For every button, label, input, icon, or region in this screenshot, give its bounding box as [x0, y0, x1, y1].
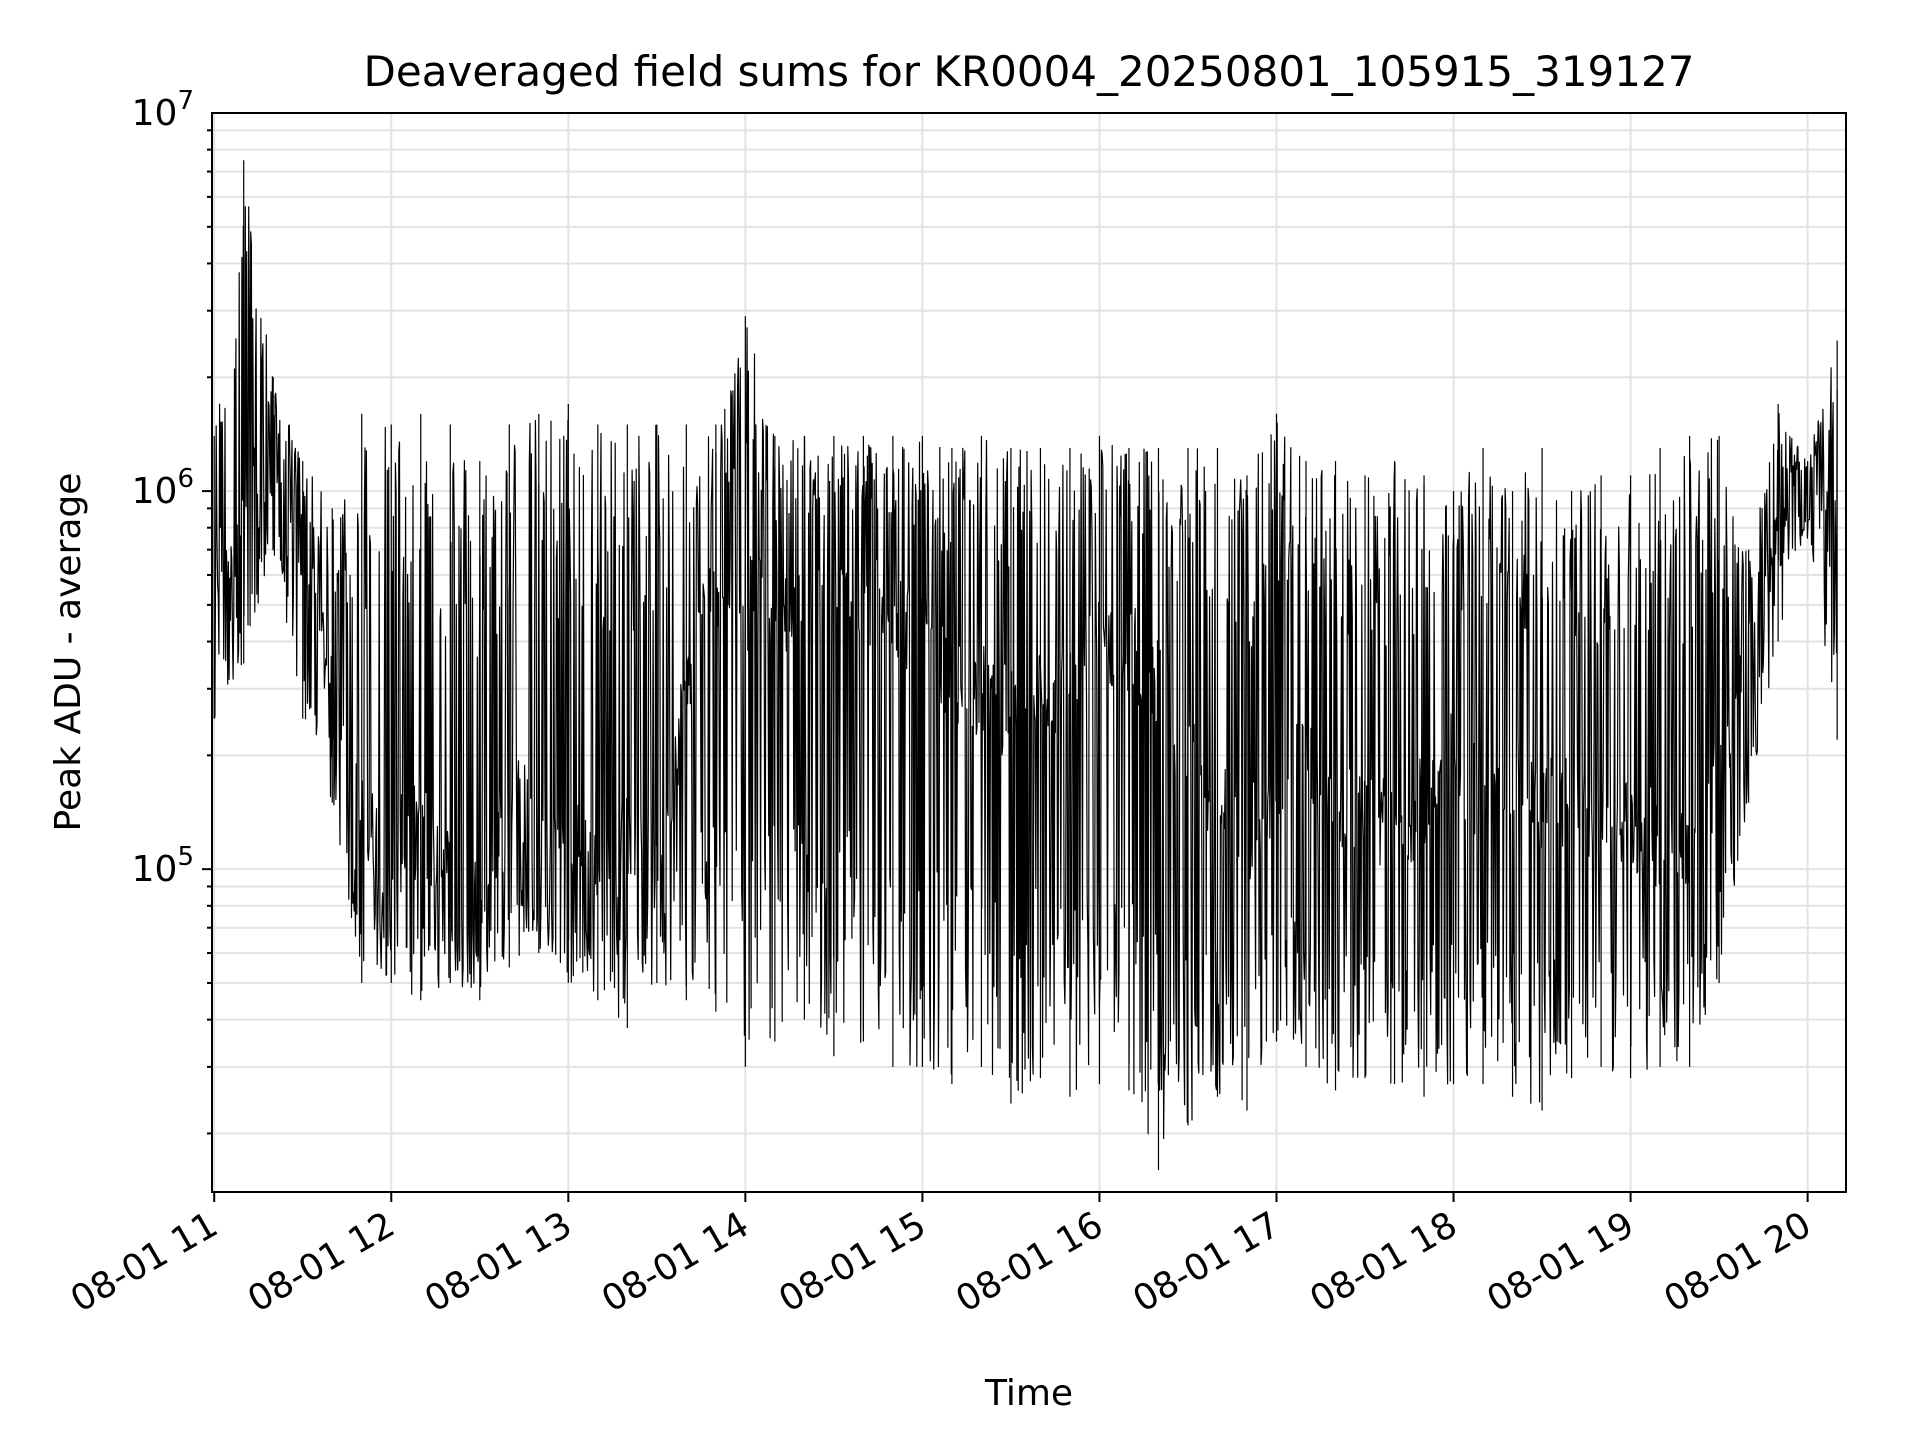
y-axis: 105 106 107: [132, 86, 212, 1135]
x-axis-label: Time: [984, 1373, 1073, 1414]
y-tick-label: 107: [132, 86, 194, 134]
series-line: [213, 206, 1838, 1139]
chart-title: Deaveraged field sums for KR0004_2025080…: [364, 47, 1695, 96]
series-layer: [213, 160, 1838, 1171]
y-tick-label: 105: [132, 842, 194, 890]
y-axis-label: Peak ADU - average: [48, 473, 89, 832]
plot-frame: [211, 112, 1847, 1193]
y-tick-label: 106: [132, 464, 194, 512]
